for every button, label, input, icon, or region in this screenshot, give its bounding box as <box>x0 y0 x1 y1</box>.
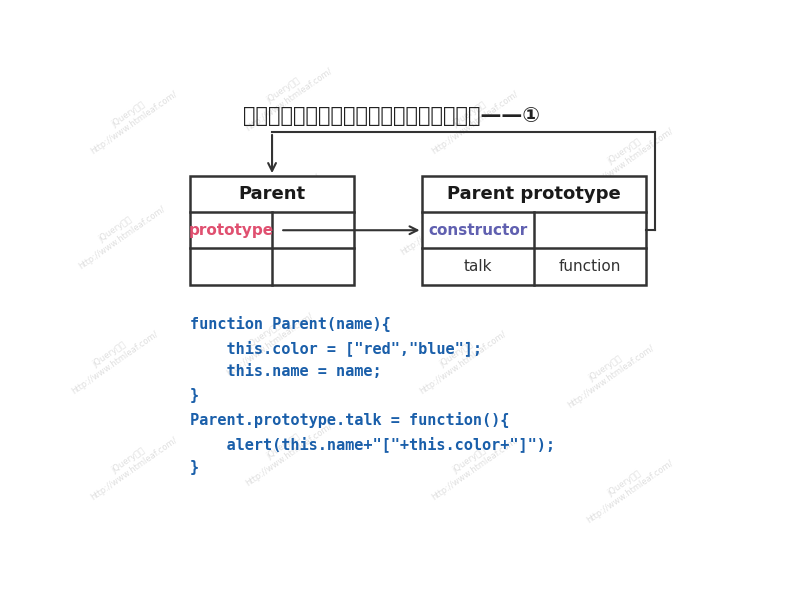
Text: jQuery之家
http://www.htmleaf.com/: jQuery之家 http://www.htmleaf.com/ <box>548 210 644 285</box>
Text: }: } <box>190 388 199 403</box>
Text: jQuery之家
http://www.htmleaf.com/: jQuery之家 http://www.htmleaf.com/ <box>393 182 489 257</box>
Text: jQuery之家
http://www.htmleaf.com/: jQuery之家 http://www.htmleaf.com/ <box>238 413 334 488</box>
Text: jQuery之家
http://www.htmleaf.com/: jQuery之家 http://www.htmleaf.com/ <box>579 450 675 526</box>
Text: jQuery之家
http://www.htmleaf.com/: jQuery之家 http://www.htmleaf.com/ <box>412 321 507 396</box>
Text: constructor: constructor <box>429 223 528 238</box>
Text: jQuery之家
http://www.htmleaf.com/: jQuery之家 http://www.htmleaf.com/ <box>579 118 675 193</box>
Text: Parent prototype: Parent prototype <box>447 185 621 203</box>
Text: prototype: prototype <box>189 223 274 238</box>
Text: jQuery之家
http://www.htmleaf.com/: jQuery之家 http://www.htmleaf.com/ <box>424 427 520 502</box>
Text: jQuery之家
http://www.htmleaf.com/: jQuery之家 http://www.htmleaf.com/ <box>83 427 179 502</box>
Text: jQuery之家
http://www.htmleaf.com/: jQuery之家 http://www.htmleaf.com/ <box>219 302 315 377</box>
Text: jQuery之家
http://www.htmleaf.com/: jQuery之家 http://www.htmleaf.com/ <box>561 335 656 410</box>
Text: jQuery之家
http://www.htmleaf.com/: jQuery之家 http://www.htmleaf.com/ <box>65 321 160 396</box>
Text: jQuery之家
http://www.htmleaf.com/: jQuery之家 http://www.htmleaf.com/ <box>70 196 166 271</box>
Text: jQuery之家
http://www.htmleaf.com/: jQuery之家 http://www.htmleaf.com/ <box>424 80 520 156</box>
Text: function Parent(name){: function Parent(name){ <box>190 316 390 332</box>
Text: jQuery之家
http://www.htmleaf.com/: jQuery之家 http://www.htmleaf.com/ <box>238 58 334 133</box>
Text: talk: talk <box>464 259 493 274</box>
Text: Parent: Parent <box>238 185 306 203</box>
Text: this.color = ["red","blue"];: this.color = ["red","blue"]; <box>190 340 482 356</box>
Text: alert(this.name+"["+this.color+"]");: alert(this.name+"["+this.color+"]"); <box>190 436 555 452</box>
Text: jQuery之家
http://www.htmleaf.com/: jQuery之家 http://www.htmleaf.com/ <box>83 80 179 156</box>
Text: this.name = name;: this.name = name; <box>190 364 382 379</box>
Text: }: } <box>190 460 199 475</box>
Text: function: function <box>558 259 621 274</box>
Bar <box>190 176 354 284</box>
Bar <box>422 176 646 284</box>
Text: jQuery之家
http://www.htmleaf.com/: jQuery之家 http://www.htmleaf.com/ <box>226 164 322 239</box>
Text: Parent.prototype.talk = function(){: Parent.prototype.talk = function(){ <box>190 412 510 428</box>
Text: 基于原型链和函数伪装组合的方式实现继承——①: 基于原型链和函数伪装组合的方式实现继承——① <box>243 106 540 126</box>
